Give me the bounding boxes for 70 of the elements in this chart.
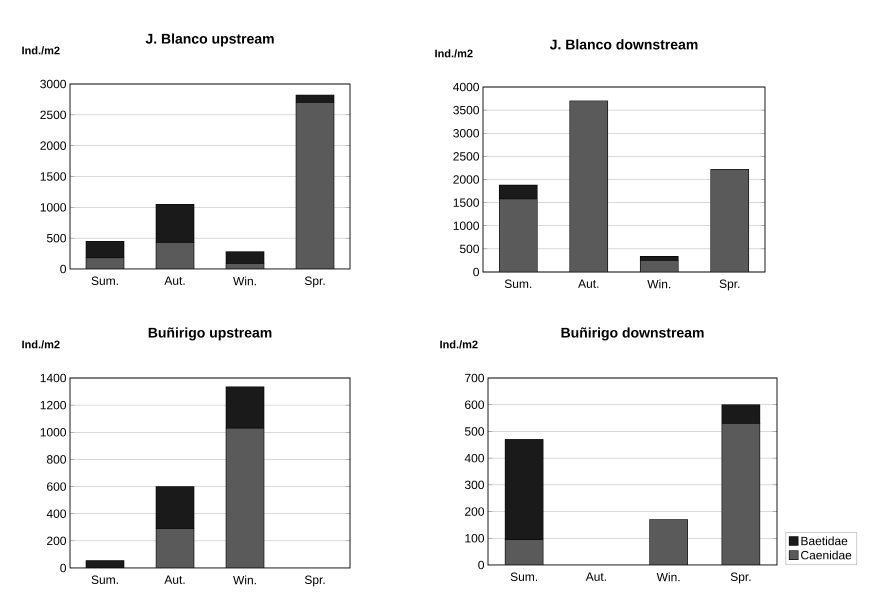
x-tick-label: Sum. [510, 572, 538, 582]
y-tick-label: 1500 [454, 198, 480, 207]
x-tick-label: Win. [647, 280, 670, 288]
chart-title: J. Blanco downstream [550, 39, 698, 50]
bar [649, 519, 688, 565]
x-tick-label: Win. [656, 572, 680, 582]
y-tick-label: 600 [465, 400, 484, 409]
y-tick-label: 100 [465, 534, 484, 543]
chart-title: Buñirigo downstream [561, 327, 704, 340]
y-axis-title: Ind./m2 [440, 340, 478, 348]
x-tick-label: Sum. [92, 576, 118, 584]
x-tick-label: Spr. [720, 280, 740, 290]
y-tick-label: 800 [46, 455, 66, 464]
bar [156, 204, 194, 243]
y-tick-label: 600 [47, 482, 66, 491]
y-tick-label: 1400 [40, 374, 66, 382]
y-tick-label: 700 [465, 374, 484, 382]
y-tick-label: 3000 [40, 80, 66, 88]
x-tick-label: Spr. [304, 576, 325, 586]
x-tick-label: Aut. [586, 572, 606, 581]
x-tick-label: Spr. [304, 276, 325, 288]
x-tick-label: Win. [233, 276, 256, 286]
bar [504, 539, 544, 565]
y-tick-label: 0 [473, 268, 480, 276]
y-axis-title: Ind./m2 [435, 49, 473, 58]
x-tick-label: Aut. [164, 276, 185, 285]
chart-title: J. Blanco upstream [146, 33, 274, 46]
y-tick-label: 1000 [454, 221, 480, 230]
y-tick-label: 300 [464, 480, 484, 490]
y-tick-label: 1500 [40, 172, 66, 181]
chart-title: Buñirigo upstream [148, 327, 272, 340]
y-tick-label: 1200 [40, 400, 66, 410]
x-tick-label: Win. [233, 576, 256, 584]
x-tick-label: Sum. [92, 276, 118, 286]
legend-label: Caenidae [801, 550, 852, 560]
y-tick-label: 400 [46, 509, 66, 518]
y-tick-label: 3500 [453, 106, 480, 114]
x-tick-label: Spr. [730, 572, 750, 584]
bar [86, 258, 124, 269]
bar [226, 251, 264, 264]
y-tick-label: 500 [46, 234, 66, 242]
y-tick-label: 2500 [453, 152, 480, 161]
y-tick-label: 0 [478, 560, 484, 570]
y-tick-label: 2000 [453, 175, 480, 184]
bar [640, 260, 678, 272]
bar [156, 242, 194, 269]
y-tick-label: 3000 [453, 129, 480, 138]
y-axis-title: Ind./m2 [22, 46, 60, 54]
y-tick-label: 200 [465, 507, 484, 516]
y-tick-label: 0 [60, 264, 66, 274]
legend-label: Baetidae [801, 536, 848, 546]
bar [569, 100, 608, 272]
y-tick-label: 0 [60, 564, 66, 572]
y-tick-label: 1000 [40, 428, 66, 437]
y-axis-title: Ind./m2 [22, 340, 60, 348]
y-tick-label: 4000 [453, 82, 480, 92]
y-tick-label: 500 [460, 244, 480, 254]
y-tick-label: 2000 [40, 141, 66, 150]
bar [710, 169, 750, 272]
y-tick-label: 400 [464, 454, 484, 462]
bar [296, 102, 334, 269]
y-tick-label: 500 [464, 427, 484, 436]
x-tick-label: Aut. [164, 576, 185, 584]
x-tick-label: Aut. [578, 280, 598, 288]
y-tick-label: 200 [47, 536, 66, 546]
y-tick-label: 1000 [40, 203, 66, 212]
y-tick-label: 2500 [40, 110, 66, 120]
bar [498, 198, 538, 272]
bar [722, 423, 760, 565]
x-tick-label: Sum. [504, 280, 532, 288]
